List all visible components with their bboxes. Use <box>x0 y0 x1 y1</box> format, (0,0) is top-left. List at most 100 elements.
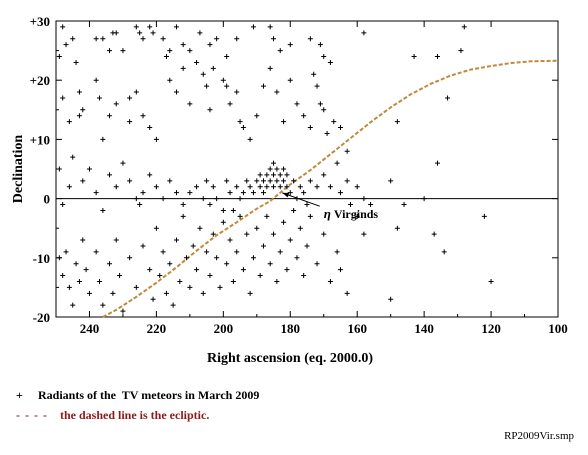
data-point <box>93 36 99 42</box>
data-point <box>200 196 206 202</box>
data-point <box>311 71 317 77</box>
data-point <box>127 119 133 125</box>
data-point <box>73 59 79 65</box>
data-point <box>287 77 293 83</box>
data-point <box>271 172 277 178</box>
data-point <box>307 178 313 184</box>
data-point <box>354 213 360 219</box>
y-tick-label: -10 <box>33 251 50 266</box>
data-point <box>150 296 156 302</box>
data-point <box>107 113 113 119</box>
data-point <box>204 178 210 184</box>
data-point <box>307 125 313 131</box>
data-point <box>207 107 213 113</box>
data-point <box>257 172 263 178</box>
data-point <box>227 237 233 243</box>
data-point <box>287 42 293 48</box>
data-point <box>281 178 287 184</box>
annotation-label: η Virginds <box>324 206 379 221</box>
data-point <box>70 302 76 308</box>
data-point <box>257 184 263 190</box>
ecliptic-line <box>102 59 559 318</box>
data-point <box>147 267 153 273</box>
data-point <box>361 196 367 202</box>
data-point <box>271 231 277 237</box>
data-point <box>257 273 263 279</box>
x-axis-label: Right ascension (eq. 2000.0) <box>207 351 373 366</box>
data-point <box>173 190 179 196</box>
data-point <box>180 65 186 71</box>
data-point <box>361 30 367 36</box>
data-point <box>137 202 143 208</box>
data-point <box>260 83 266 89</box>
plus-marker-icon: + <box>16 388 23 402</box>
data-point <box>56 54 62 60</box>
data-point <box>214 196 220 202</box>
data-point <box>435 160 441 166</box>
data-point <box>267 24 273 30</box>
annotation-arrowhead <box>282 192 290 198</box>
data-point <box>348 202 354 208</box>
data-point <box>277 48 283 54</box>
data-point <box>66 184 72 190</box>
data-point <box>294 255 300 261</box>
data-point <box>244 178 250 184</box>
data-point <box>184 255 190 261</box>
data-point <box>411 54 417 60</box>
x-tick-label: 120 <box>481 321 501 336</box>
data-point <box>217 284 223 290</box>
data-point <box>271 160 277 166</box>
data-point <box>100 36 106 42</box>
data-point <box>274 278 280 284</box>
data-point <box>147 24 153 30</box>
data-point <box>60 202 66 208</box>
data-point <box>291 207 297 213</box>
data-point <box>207 202 213 208</box>
data-point <box>153 225 159 231</box>
data-point <box>321 54 327 60</box>
data-point <box>173 89 179 95</box>
data-point <box>445 95 451 101</box>
data-point <box>194 184 200 190</box>
data-point <box>204 249 210 255</box>
data-point <box>60 95 66 101</box>
data-point <box>163 54 169 60</box>
data-point <box>237 213 243 219</box>
data-point <box>207 42 213 48</box>
data-point <box>163 290 169 296</box>
data-point <box>110 290 116 296</box>
data-point <box>63 42 69 48</box>
data-point <box>194 59 200 65</box>
data-point <box>160 249 166 255</box>
data-point <box>180 42 186 48</box>
data-point <box>86 166 92 172</box>
y-tick-label: +30 <box>30 14 50 29</box>
data-point <box>200 290 206 296</box>
data-point <box>301 190 307 196</box>
data-point <box>224 178 230 184</box>
data-point <box>197 30 203 36</box>
data-point <box>100 302 106 308</box>
data-point <box>230 278 236 284</box>
data-point <box>284 184 290 190</box>
data-point <box>187 48 193 54</box>
data-point <box>97 95 103 101</box>
data-point <box>304 243 310 249</box>
data-point <box>481 213 487 219</box>
data-point <box>200 71 206 77</box>
data-point <box>264 213 270 219</box>
data-point <box>93 77 99 83</box>
data-point <box>301 273 307 279</box>
data-point <box>204 83 210 89</box>
data-point <box>344 290 350 296</box>
data-point <box>344 178 350 184</box>
data-point <box>244 231 250 237</box>
data-point <box>317 42 323 48</box>
data-point <box>167 261 173 267</box>
data-point <box>100 136 106 142</box>
data-point <box>277 184 283 190</box>
data-point <box>187 101 193 107</box>
data-point <box>127 255 133 261</box>
data-point <box>107 172 113 178</box>
